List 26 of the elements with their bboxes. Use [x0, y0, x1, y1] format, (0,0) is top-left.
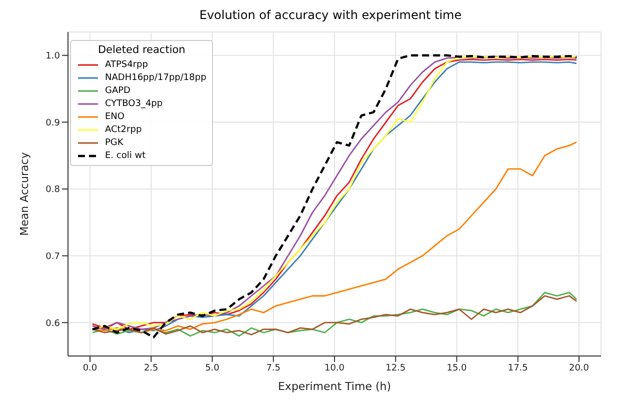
- y-axis-title: Mean Accuracy: [18, 152, 31, 236]
- legend-label: PGK: [105, 138, 124, 148]
- x-tick-label: 2.5: [144, 363, 158, 374]
- legend-label: NADH16pp/17pp/18pp: [105, 72, 206, 82]
- legend-title: Deleted reaction: [96, 44, 186, 56]
- chart-title: Evolution of accuracy with experiment time: [198, 8, 463, 24]
- x-tick-label: 7.5: [266, 363, 281, 374]
- y-tick-label: 1.0: [46, 52, 60, 62]
- legend-label: ATPS4rpp: [105, 60, 148, 70]
- x-axis-title: Experiment Time (h): [278, 380, 392, 393]
- x-tick-label: 0.0: [82, 363, 98, 374]
- y-tick-label: 0.6: [46, 318, 60, 329]
- x-tick-label: 20.0: [568, 363, 590, 374]
- y-tick-label: 0.8: [46, 185, 60, 196]
- legend-label: ENO: [105, 112, 125, 122]
- y-tick-label: 0.9: [46, 118, 60, 128]
- legend-label: E. coli wt: [105, 150, 146, 160]
- x-tick-label: 15.0: [446, 363, 468, 374]
- x-tick-label: 5.0: [205, 363, 220, 374]
- x-tick-label: 12.5: [386, 363, 406, 374]
- legend-label: GAPD: [105, 86, 130, 96]
- x-tick-label: 17.5: [508, 363, 528, 374]
- legend-label: ACt2rpp: [105, 124, 142, 134]
- legend-label: CYTBO3_4pp: [105, 98, 163, 108]
- x-tick-label: 10.0: [324, 363, 345, 374]
- y-tick-label: 0.7: [46, 252, 60, 262]
